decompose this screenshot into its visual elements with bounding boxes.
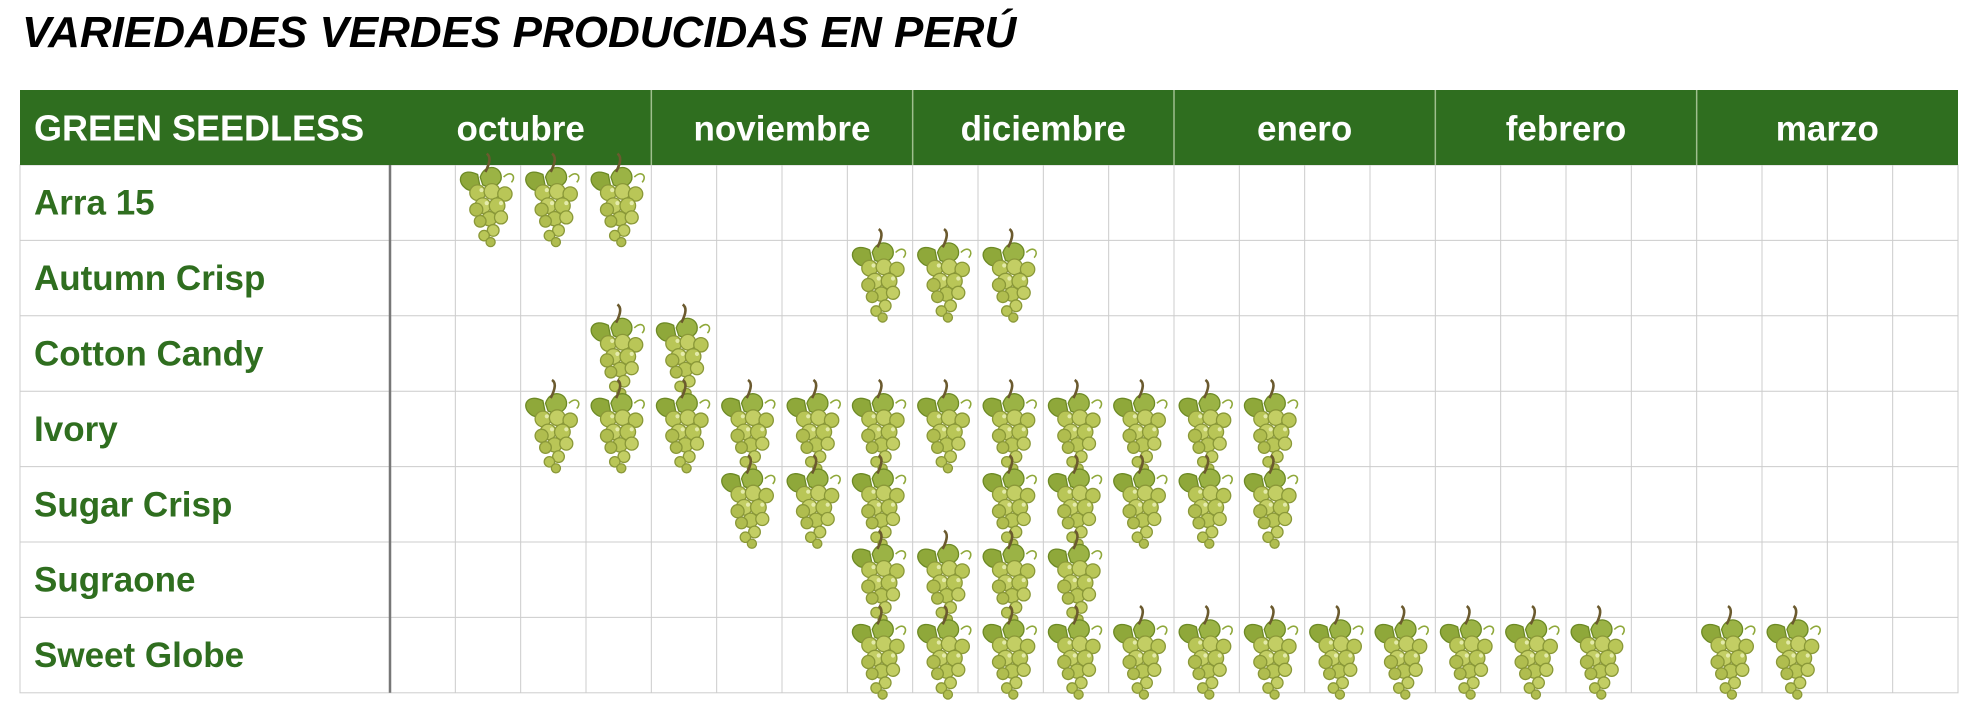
header-band bbox=[20, 90, 1958, 165]
month-label-marzo: marzo bbox=[1776, 110, 1879, 149]
month-label-octubre: octubre bbox=[456, 110, 584, 149]
row-label: Ivory bbox=[34, 410, 118, 449]
row-label: Arra 15 bbox=[34, 184, 155, 223]
month-label-febrero: febrero bbox=[1506, 110, 1627, 149]
grid-frame bbox=[19, 164, 1959, 694]
month-label-enero: enero bbox=[1257, 110, 1352, 149]
row-label: Cotton Candy bbox=[34, 335, 264, 374]
row-label: Sugraone bbox=[34, 561, 195, 600]
header-label: GREEN SEEDLESS bbox=[34, 108, 364, 149]
row-label: Sugar Crisp bbox=[34, 485, 232, 524]
month-label-diciembre: diciembre bbox=[961, 110, 1126, 149]
row-label: Sweet Globe bbox=[34, 636, 244, 675]
row-label: Autumn Crisp bbox=[34, 259, 265, 298]
chart-title: VARIEDADES VERDES PRODUCIDAS EN PERÚ bbox=[22, 8, 1017, 57]
month-label-noviembre: noviembre bbox=[694, 110, 871, 149]
